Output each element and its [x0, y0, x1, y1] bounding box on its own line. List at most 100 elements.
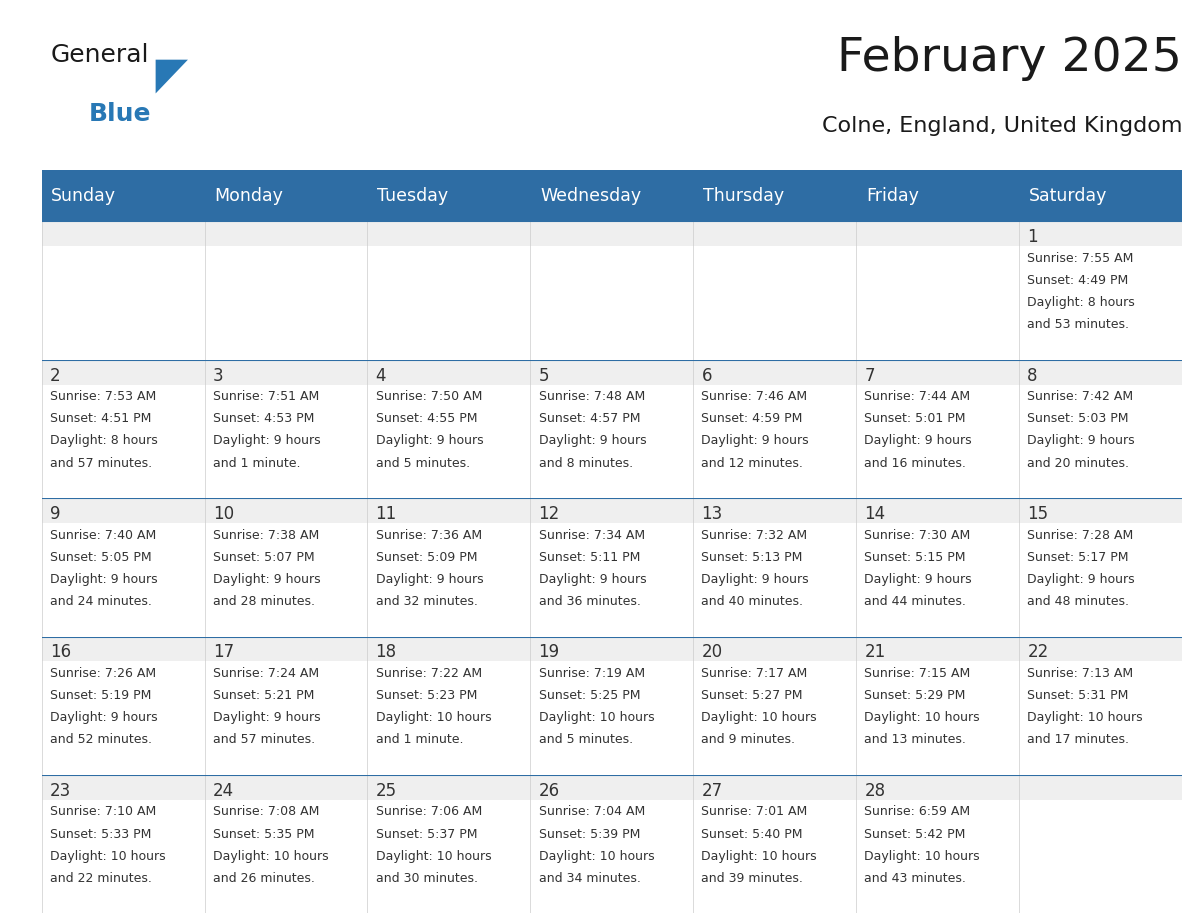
Text: Sunrise: 7:17 AM: Sunrise: 7:17 AM [701, 667, 808, 680]
Text: Daylight: 9 hours: Daylight: 9 hours [213, 434, 321, 447]
Text: and 1 minute.: and 1 minute. [213, 456, 301, 470]
Text: Blue: Blue [89, 102, 152, 127]
Text: Sunrise: 7:19 AM: Sunrise: 7:19 AM [538, 667, 645, 680]
Text: Daylight: 9 hours: Daylight: 9 hours [50, 573, 157, 586]
Text: Sunset: 5:15 PM: Sunset: 5:15 PM [865, 551, 966, 564]
Text: Sunrise: 7:50 AM: Sunrise: 7:50 AM [375, 390, 482, 403]
Bar [530, 775, 694, 800]
Text: Sunset: 5:07 PM: Sunset: 5:07 PM [213, 551, 315, 564]
Text: and 12 minutes.: and 12 minutes. [701, 456, 803, 470]
Text: Sunset: 5:19 PM: Sunset: 5:19 PM [50, 689, 151, 702]
Text: 22: 22 [1028, 644, 1049, 662]
Text: Daylight: 9 hours: Daylight: 9 hours [1028, 573, 1135, 586]
Text: 28: 28 [865, 782, 885, 800]
Text: Sunset: 5:11 PM: Sunset: 5:11 PM [538, 551, 640, 564]
Bar [694, 636, 857, 662]
Text: 20: 20 [701, 644, 722, 662]
Text: Daylight: 9 hours: Daylight: 9 hours [865, 434, 972, 447]
Text: Wednesday: Wednesday [541, 186, 642, 205]
Bar [1019, 498, 1182, 523]
Text: Daylight: 9 hours: Daylight: 9 hours [50, 711, 157, 724]
Bar [1019, 360, 1182, 385]
Text: Sunset: 5:25 PM: Sunset: 5:25 PM [538, 689, 640, 702]
Bar [42, 636, 204, 662]
Text: Daylight: 9 hours: Daylight: 9 hours [865, 573, 972, 586]
Text: Daylight: 9 hours: Daylight: 9 hours [701, 434, 809, 447]
Bar [42, 498, 204, 523]
Text: Sunrise: 7:53 AM: Sunrise: 7:53 AM [50, 390, 156, 403]
Text: Sunrise: 7:04 AM: Sunrise: 7:04 AM [538, 805, 645, 819]
Text: Sunrise: 7:06 AM: Sunrise: 7:06 AM [375, 805, 482, 819]
Text: Sunrise: 7:51 AM: Sunrise: 7:51 AM [213, 390, 318, 403]
Text: Sunset: 5:35 PM: Sunset: 5:35 PM [213, 828, 314, 841]
Bar [367, 775, 530, 800]
Text: Sunset: 5:42 PM: Sunset: 5:42 PM [865, 828, 966, 841]
Text: Daylight: 9 hours: Daylight: 9 hours [1028, 434, 1135, 447]
Bar [42, 775, 204, 800]
Text: and 20 minutes.: and 20 minutes. [1028, 456, 1130, 470]
Text: and 22 minutes.: and 22 minutes. [50, 872, 152, 885]
Text: and 43 minutes.: and 43 minutes. [865, 872, 966, 885]
Text: Sunday: Sunday [51, 186, 116, 205]
Text: Daylight: 9 hours: Daylight: 9 hours [213, 711, 321, 724]
Text: 11: 11 [375, 505, 397, 523]
Text: 8: 8 [1028, 366, 1038, 385]
Text: Sunset: 5:17 PM: Sunset: 5:17 PM [1028, 551, 1129, 564]
Text: Sunset: 5:01 PM: Sunset: 5:01 PM [865, 412, 966, 425]
Text: and 57 minutes.: and 57 minutes. [213, 733, 315, 746]
Text: Sunset: 5:29 PM: Sunset: 5:29 PM [865, 689, 966, 702]
Text: Daylight: 10 hours: Daylight: 10 hours [375, 711, 491, 724]
Text: Sunrise: 7:40 AM: Sunrise: 7:40 AM [50, 529, 156, 542]
Text: Sunrise: 7:24 AM: Sunrise: 7:24 AM [213, 667, 318, 680]
Text: 26: 26 [538, 782, 560, 800]
Bar [42, 360, 204, 385]
Text: 13: 13 [701, 505, 722, 523]
Text: Daylight: 9 hours: Daylight: 9 hours [701, 573, 809, 586]
Bar [204, 221, 367, 246]
Text: Sunrise: 7:13 AM: Sunrise: 7:13 AM [1028, 667, 1133, 680]
Text: Sunrise: 7:15 AM: Sunrise: 7:15 AM [865, 667, 971, 680]
Text: Daylight: 9 hours: Daylight: 9 hours [213, 573, 321, 586]
Text: 1: 1 [1028, 229, 1038, 246]
Text: 10: 10 [213, 505, 234, 523]
Bar [204, 498, 367, 523]
Text: Daylight: 10 hours: Daylight: 10 hours [375, 850, 491, 863]
Text: Sunrise: 7:34 AM: Sunrise: 7:34 AM [538, 529, 645, 542]
Text: Sunrise: 7:48 AM: Sunrise: 7:48 AM [538, 390, 645, 403]
Text: 4: 4 [375, 366, 386, 385]
Text: Sunrise: 7:42 AM: Sunrise: 7:42 AM [1028, 390, 1133, 403]
Text: and 57 minutes.: and 57 minutes. [50, 456, 152, 470]
Text: and 52 minutes.: and 52 minutes. [50, 733, 152, 746]
Text: and 36 minutes.: and 36 minutes. [538, 595, 640, 608]
Text: Sunset: 4:51 PM: Sunset: 4:51 PM [50, 412, 151, 425]
Text: Daylight: 10 hours: Daylight: 10 hours [865, 711, 980, 724]
Text: Sunrise: 7:44 AM: Sunrise: 7:44 AM [865, 390, 971, 403]
Text: Daylight: 9 hours: Daylight: 9 hours [375, 573, 484, 586]
Text: Daylight: 9 hours: Daylight: 9 hours [538, 573, 646, 586]
Text: Daylight: 10 hours: Daylight: 10 hours [1028, 711, 1143, 724]
Text: 7: 7 [865, 366, 874, 385]
Text: Sunset: 5:33 PM: Sunset: 5:33 PM [50, 828, 151, 841]
Text: Sunset: 4:49 PM: Sunset: 4:49 PM [1028, 274, 1129, 286]
Bar [1019, 636, 1182, 662]
Text: Daylight: 10 hours: Daylight: 10 hours [50, 850, 165, 863]
Text: Saturday: Saturday [1029, 186, 1107, 205]
Text: Sunset: 5:27 PM: Sunset: 5:27 PM [701, 689, 803, 702]
Text: Tuesday: Tuesday [378, 186, 448, 205]
Text: Sunrise: 6:59 AM: Sunrise: 6:59 AM [865, 805, 971, 819]
Text: Sunset: 5:31 PM: Sunset: 5:31 PM [1028, 689, 1129, 702]
Text: and 26 minutes.: and 26 minutes. [213, 872, 315, 885]
Bar [857, 775, 1019, 800]
Text: Sunset: 5:40 PM: Sunset: 5:40 PM [701, 828, 803, 841]
Text: February 2025: February 2025 [838, 36, 1182, 81]
Text: Sunset: 5:13 PM: Sunset: 5:13 PM [701, 551, 803, 564]
Text: Sunset: 4:53 PM: Sunset: 4:53 PM [213, 412, 314, 425]
Text: Daylight: 10 hours: Daylight: 10 hours [538, 711, 655, 724]
Bar [204, 775, 367, 800]
Bar [367, 360, 530, 385]
Bar [857, 360, 1019, 385]
Text: and 5 minutes.: and 5 minutes. [375, 456, 469, 470]
Text: Sunset: 4:59 PM: Sunset: 4:59 PM [701, 412, 803, 425]
Text: Daylight: 10 hours: Daylight: 10 hours [538, 850, 655, 863]
Bar [204, 636, 367, 662]
